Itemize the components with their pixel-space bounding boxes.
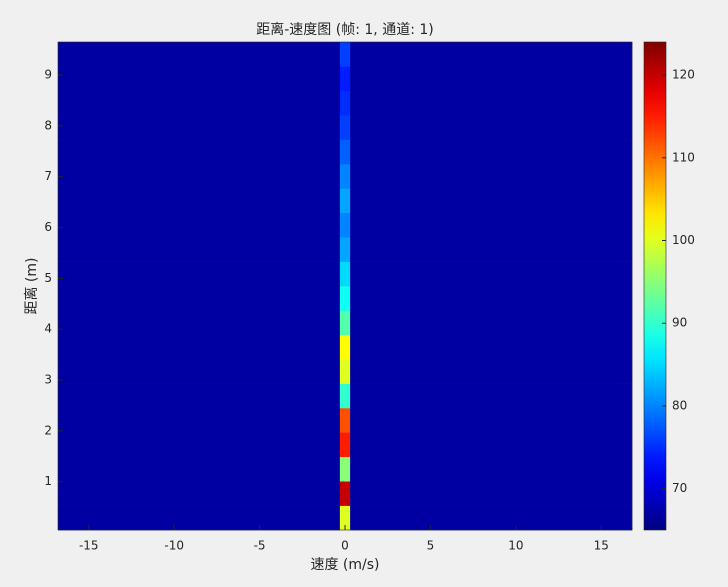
heatmap-cell	[339, 456, 351, 482]
colorbar-tick-label: 70	[672, 481, 687, 495]
heatmap-cell	[350, 286, 633, 311]
heatmap-cell	[58, 237, 341, 262]
heatmap-cell	[58, 456, 341, 482]
heatmap-cell	[350, 139, 633, 165]
heatmap-cell	[58, 383, 341, 409]
heatmap-cell	[58, 432, 341, 458]
y-tick-label: 1	[44, 474, 52, 488]
x-tick-label: -15	[79, 539, 99, 553]
y-tick-label: 5	[44, 271, 52, 285]
heatmap-cell	[350, 115, 633, 140]
y-tick-label: 2	[44, 423, 52, 437]
heatmap-cell	[339, 261, 351, 287]
heatmap-cell	[350, 359, 633, 384]
heatmap-cell	[339, 90, 351, 116]
colorbar-tick-label: 90	[672, 316, 687, 330]
heatmap-cell	[58, 188, 341, 214]
heatmap-cell	[339, 212, 351, 238]
y-tick-label: 6	[44, 220, 52, 234]
heatmap-cell	[350, 66, 633, 92]
heatmap-cell	[339, 505, 351, 531]
heatmap-cell	[339, 481, 351, 506]
heatmap-cell	[339, 164, 351, 189]
x-tick-label: -10	[164, 539, 184, 553]
heatmap-cell	[339, 432, 351, 458]
heatmap-cell	[350, 42, 633, 67]
heatmap-cell	[339, 310, 351, 336]
heatmap-cell	[58, 408, 341, 433]
x-tick-label: 10	[508, 539, 523, 553]
heatmap-cell	[339, 42, 351, 67]
colorbar-tick-label: 80	[672, 398, 687, 412]
heatmap-cell	[339, 188, 351, 214]
heatmap-cell	[350, 408, 633, 433]
heatmap-cell	[339, 139, 351, 165]
heatmap-cell	[339, 383, 351, 409]
heatmap-cell	[58, 261, 341, 287]
x-tick-label: 5	[427, 539, 435, 553]
heatmap-cell	[58, 310, 341, 336]
colorbar-tick-label: 110	[672, 150, 695, 164]
heatmap-cell	[58, 66, 341, 92]
heatmap-cell	[339, 115, 351, 140]
heatmap-cell	[339, 286, 351, 311]
heatmap-cell	[58, 334, 341, 360]
heatmap-cell	[339, 334, 351, 360]
heatmap-cell	[58, 481, 341, 506]
chart-title: 距离-速度图 (帧: 1, 通道: 1)	[256, 21, 433, 38]
heatmap-cell	[350, 456, 633, 482]
heatmap-cell	[350, 90, 633, 116]
x-tick-label: 15	[594, 539, 609, 553]
heatmap-cell	[339, 359, 351, 384]
heatmap-cell	[350, 334, 633, 360]
heatmap-cell	[58, 164, 341, 189]
heatmap-cell	[350, 164, 633, 189]
heatmap-cell	[58, 212, 341, 238]
colorbar-tick-label: 120	[672, 68, 695, 82]
heatmap-cell	[350, 505, 633, 531]
heatmap-cell	[350, 432, 633, 458]
y-axis-label: 距离 (m)	[23, 257, 40, 314]
colorbar-tick-label: 100	[672, 233, 695, 247]
heatmap-cell	[339, 66, 351, 92]
heatmap-cell	[350, 310, 633, 336]
heatmap-cell	[350, 212, 633, 238]
y-tick-label: 4	[44, 322, 52, 336]
heatmap-cell	[350, 481, 633, 506]
x-tick-label: 0	[341, 539, 349, 553]
heatmap-cell	[350, 188, 633, 214]
heatmap-cell	[350, 383, 633, 409]
heatmap-cell	[339, 408, 351, 433]
heatmap-cell	[58, 115, 341, 140]
colorbar	[643, 41, 667, 531]
y-tick-label: 8	[44, 118, 52, 132]
heatmap-cell	[58, 139, 341, 165]
y-tick-label: 7	[44, 169, 52, 183]
x-tick-label: -5	[254, 539, 266, 553]
heatmap-cell	[339, 237, 351, 262]
y-tick-label: 3	[44, 373, 52, 387]
heatmap-cell	[350, 237, 633, 262]
x-axis-label: 速度 (m/s)	[310, 557, 379, 573]
heatmap-cell	[58, 90, 341, 116]
heatmap-cell	[58, 359, 341, 384]
heatmap-cell	[350, 261, 633, 287]
y-tick-label: 9	[44, 68, 52, 82]
heatmap-cell	[58, 42, 341, 67]
heatmap-cell	[58, 505, 341, 531]
heatmap-cell	[58, 286, 341, 311]
